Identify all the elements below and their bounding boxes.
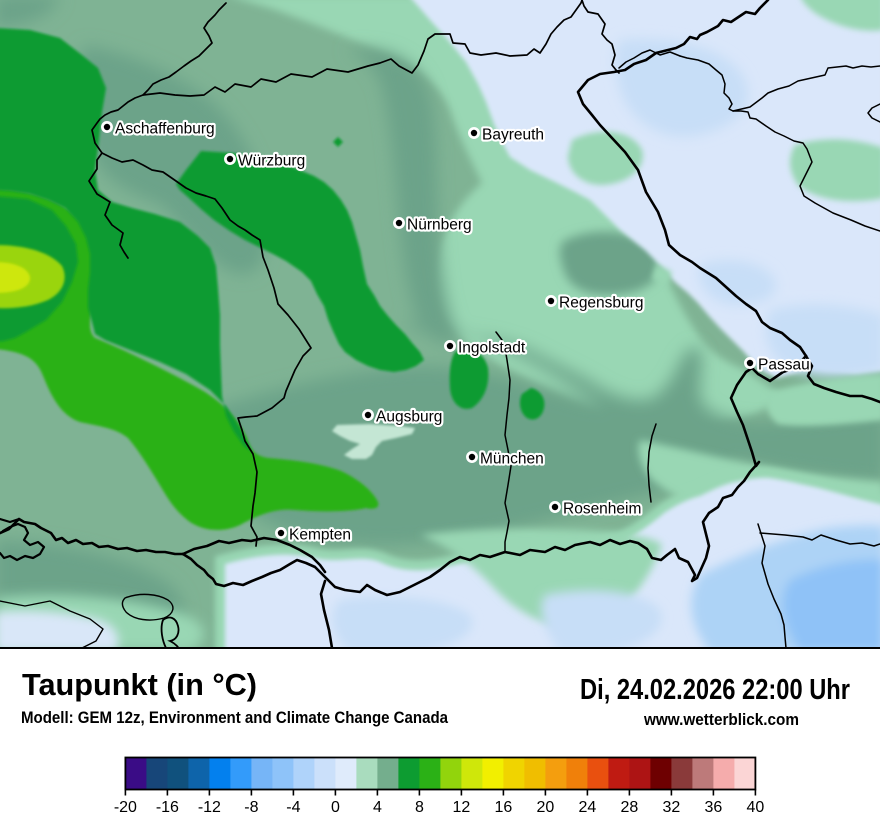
svg-text:Di, 24.02.2026 22:00 Uhr: Di, 24.02.2026 22:00 Uhr — [580, 674, 850, 706]
svg-text:24: 24 — [579, 799, 597, 816]
svg-text:Aschaffenburg: Aschaffenburg — [115, 121, 215, 138]
svg-text:Passau: Passau — [758, 357, 810, 374]
svg-text:4: 4 — [373, 799, 382, 816]
svg-text:28: 28 — [621, 799, 639, 816]
svg-text:Bayreuth: Bayreuth — [482, 127, 544, 144]
svg-text:-8: -8 — [244, 799, 258, 816]
svg-text:Ingolstadt: Ingolstadt — [458, 340, 526, 357]
svg-text:www.wetterblick.com: www.wetterblick.com — [643, 710, 799, 729]
svg-text:0: 0 — [331, 799, 340, 816]
svg-text:-16: -16 — [156, 799, 179, 816]
svg-text:Kempten: Kempten — [289, 527, 351, 544]
svg-text:München: München — [480, 451, 544, 468]
svg-text:36: 36 — [705, 799, 723, 816]
svg-text:20: 20 — [537, 799, 555, 816]
svg-text:Modell: GEM 12z, Environment a: Modell: GEM 12z, Environment and Climate… — [21, 708, 448, 727]
svg-text:Rosenheim: Rosenheim — [563, 501, 641, 518]
svg-text:32: 32 — [663, 799, 681, 816]
svg-text:-4: -4 — [286, 799, 300, 816]
svg-text:12: 12 — [453, 799, 471, 816]
svg-text:-20: -20 — [114, 799, 137, 816]
svg-text:-12: -12 — [198, 799, 221, 816]
svg-text:Nürnberg: Nürnberg — [407, 217, 472, 234]
svg-text:Würzburg: Würzburg — [238, 153, 305, 170]
svg-text:Regensburg: Regensburg — [559, 295, 643, 312]
svg-text:40: 40 — [747, 799, 765, 816]
svg-text:Taupunkt (in °C): Taupunkt (in °C) — [22, 667, 257, 702]
svg-text:Augsburg: Augsburg — [376, 409, 442, 426]
svg-text:8: 8 — [415, 799, 424, 816]
svg-text:16: 16 — [495, 799, 513, 816]
